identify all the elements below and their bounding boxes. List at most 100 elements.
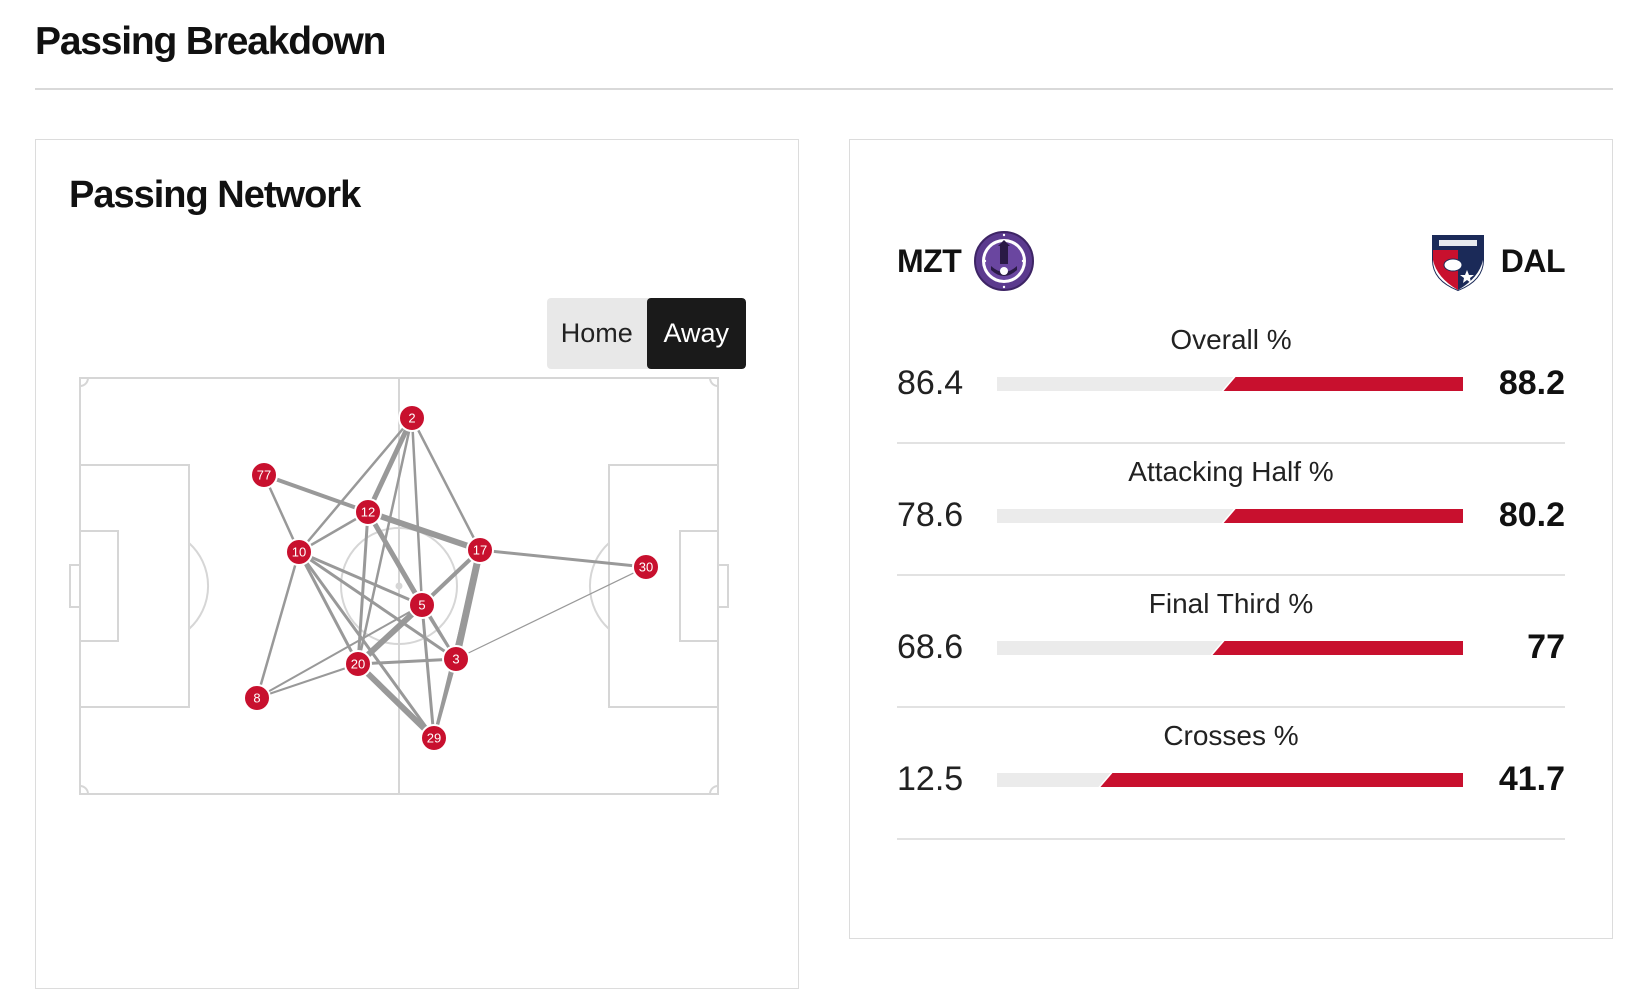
pass-link [297,550,360,666]
player-number: 10 [292,545,306,560]
player-node[interactable]: 12 [354,498,382,526]
away-stat-value: 41.7 [1498,760,1565,798]
player-node[interactable]: 17 [466,536,494,564]
fc-dallas-crest-icon [1431,235,1484,292]
away-toggle-button[interactable]: Away [646,298,746,369]
comparison-bar [997,509,1463,523]
player-nodes: 2 77 12 10 17 30 5 20 3 8 29 [243,404,660,752]
comparison-bar [997,641,1463,655]
away-bar-segment [1212,641,1463,655]
stat-label: Final Third % [1148,588,1314,619]
pass-link [255,550,301,700]
mazatlan-fc-crest-icon [974,231,1035,291]
player-node[interactable]: 8 [243,684,271,712]
home-stat-value: 86.4 [897,364,964,402]
player-number: 8 [253,691,260,706]
home-team-abbr: MZT [897,242,962,279]
stat-label: Crosses % [1163,720,1299,751]
pass-link [356,510,370,666]
pass-link [297,550,436,740]
home-toggle-button[interactable]: Home [560,318,633,348]
pass-link [410,416,482,552]
right-penalty-box [608,464,719,708]
away-bar-segment [1223,509,1463,523]
player-number: 20 [351,657,365,672]
home-stat-value: 68.6 [897,628,964,666]
away-bar-segment [1223,377,1463,391]
right-penalty-arc [588,542,610,630]
player-node[interactable]: 29 [420,724,448,752]
passing-stats-card: MZT DAL Overall % 86.4 88.2 At [849,139,1613,939]
away-team-abbr: DAL [1500,242,1566,279]
player-number: 77 [257,468,271,483]
player-node-circle [354,498,382,526]
player-number: 12 [361,505,375,520]
pass-link [256,663,359,699]
home-stat-value: 78.6 [897,496,964,534]
pass-link [478,548,648,569]
left-six-yard-box [79,530,119,642]
comparison-bar [997,377,1463,391]
pass-link [297,550,424,607]
comparison-bar [997,773,1463,787]
player-node[interactable]: 3 [442,645,470,673]
stat-label: Overall % [1170,324,1292,355]
player-number: 3 [452,652,459,667]
player-node-circle [632,553,660,581]
player-node[interactable]: 20 [344,650,372,678]
player-node-circle [408,591,436,619]
away-bar-segment [1100,773,1463,787]
corner-arc [79,377,89,387]
pass-link [256,604,423,699]
home-away-toggle[interactable]: Home Away [547,298,746,369]
home-bar-segment [997,641,1223,655]
pass-link [455,566,647,660]
player-node[interactable]: 10 [285,538,313,566]
left-penalty-arc [188,542,210,630]
pass-link [297,550,458,661]
home-bar-segment [997,509,1234,523]
corner-arc [79,785,89,795]
pass-link [365,509,483,553]
right-goal [717,564,729,608]
pass-link [297,416,414,554]
left-penalty-box [79,464,190,708]
passing-network-title: Passing Network [69,174,361,216]
center-spot [395,582,403,590]
home-bar-segment [997,377,1234,391]
away-team-header: DAL [1427,230,1566,292]
player-node-circle [243,684,271,712]
home-team-header: MZT [897,230,1035,292]
stat-row: Overall % 86.4 88.2 [897,312,1565,444]
away-stat-value: 88.2 [1498,364,1565,402]
player-node[interactable]: 77 [250,461,278,489]
pass-link [410,416,424,607]
player-node-circle [466,536,494,564]
page-title: Passing Breakdown [35,20,386,63]
pitch-diagram: 2 77 12 10 17 30 5 20 3 8 29 [69,377,729,795]
stat-row: Final Third % 68.6 77 [897,576,1565,708]
player-node[interactable]: 30 [632,553,660,581]
corner-arc [709,377,719,387]
player-number: 2 [408,411,415,426]
home-bar-segment [997,773,1111,787]
away-stat-value: 80.2 [1498,496,1565,534]
stat-row: Crosses % 12.5 41.7 [897,708,1565,840]
home-stat-value: 12.5 [897,760,964,798]
player-node[interactable]: 2 [398,404,426,432]
player-node-circle [398,404,426,432]
away-stat-value: 77 [1527,628,1565,666]
player-node[interactable]: 5 [408,591,436,619]
player-number: 5 [418,598,425,613]
pass-link [420,603,436,740]
pass-link [356,657,458,666]
right-six-yard-box [679,530,719,642]
player-number: 29 [427,731,441,746]
title-divider [35,88,1613,90]
left-goal [69,564,81,608]
pass-link [355,602,425,667]
player-number: 17 [473,543,487,558]
pass-link [262,473,301,554]
pass-links [255,415,648,741]
pass-link [365,415,415,515]
